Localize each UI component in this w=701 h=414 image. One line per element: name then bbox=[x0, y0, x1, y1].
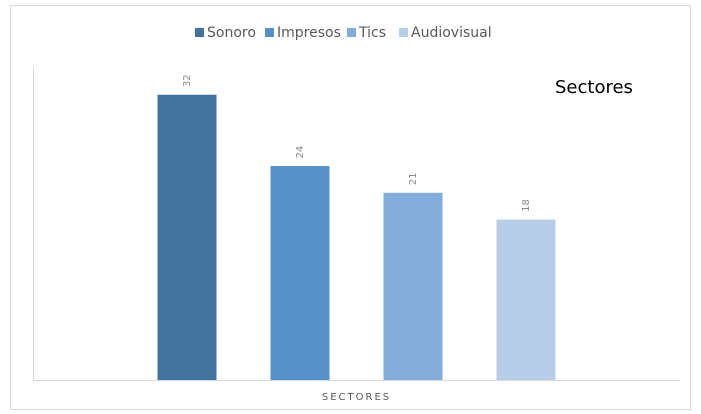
bar bbox=[496, 219, 556, 380]
data-label: 24 bbox=[295, 146, 306, 159]
bar bbox=[157, 94, 217, 380]
chart-frame bbox=[10, 5, 691, 410]
chart-title: Sectores bbox=[555, 77, 633, 98]
data-label: 18 bbox=[521, 199, 532, 212]
legend-swatch bbox=[347, 28, 356, 37]
x-tick-label: SECTORES bbox=[322, 392, 391, 403]
legend-label: Audiovisual bbox=[411, 25, 492, 41]
legend-swatch bbox=[265, 28, 274, 37]
legend-label: Tics bbox=[358, 25, 386, 41]
bar bbox=[383, 192, 443, 380]
legend-label: Impresos bbox=[277, 25, 341, 41]
legend-swatch bbox=[399, 28, 408, 37]
bar bbox=[270, 166, 330, 380]
legend-swatch bbox=[195, 28, 204, 37]
data-label: 32 bbox=[182, 74, 193, 87]
data-label: 21 bbox=[408, 172, 419, 185]
legend-label: Sonoro bbox=[207, 25, 256, 41]
